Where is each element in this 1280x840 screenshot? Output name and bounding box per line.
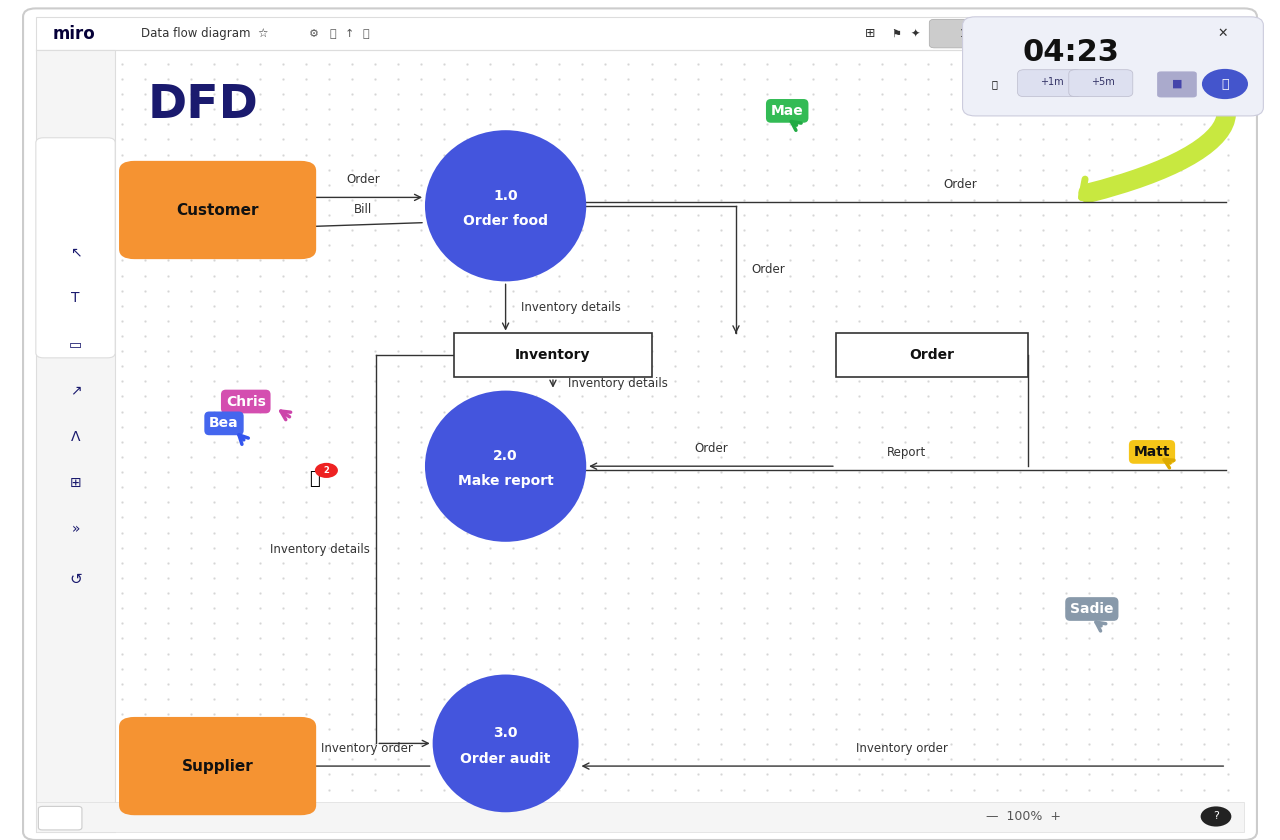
- Bar: [36, 50, 115, 832]
- Text: 💬: 💬: [310, 470, 320, 488]
- Text: Mae: Mae: [771, 104, 804, 118]
- Text: ⏸: ⏸: [1221, 77, 1229, 91]
- Text: ↗: ↗: [69, 384, 82, 397]
- Text: Customer: Customer: [177, 202, 259, 218]
- Text: Order: Order: [694, 443, 728, 455]
- Text: Sadie: Sadie: [1070, 602, 1114, 616]
- Text: Inventory: Inventory: [516, 349, 590, 362]
- FancyBboxPatch shape: [119, 161, 316, 260]
- Text: Supplier: Supplier: [182, 759, 253, 774]
- Text: 🔊: 🔊: [992, 79, 997, 89]
- FancyBboxPatch shape: [963, 17, 1263, 116]
- Text: ⚑: ⚑: [891, 29, 901, 39]
- FancyBboxPatch shape: [36, 138, 115, 358]
- Text: ↑: ↑: [344, 29, 355, 39]
- Text: 🔔: 🔔: [329, 29, 337, 39]
- FancyBboxPatch shape: [1157, 71, 1197, 97]
- Text: 🔍: 🔍: [362, 29, 370, 39]
- FancyBboxPatch shape: [929, 19, 1004, 48]
- Text: T: T: [72, 291, 79, 305]
- Text: Chris: Chris: [225, 395, 266, 408]
- Text: miro: miro: [52, 24, 96, 43]
- FancyBboxPatch shape: [119, 717, 316, 815]
- Text: Order: Order: [909, 349, 955, 362]
- Ellipse shape: [425, 391, 586, 542]
- Circle shape: [315, 463, 338, 478]
- Text: ⊞: ⊞: [69, 476, 82, 490]
- Bar: [36, 17, 1244, 50]
- Text: Order: Order: [346, 174, 380, 186]
- Text: ✕: ✕: [1217, 27, 1228, 40]
- Text: ?: ?: [1213, 811, 1219, 822]
- FancyBboxPatch shape: [1018, 70, 1082, 97]
- Text: Inventory details: Inventory details: [270, 543, 370, 556]
- Text: Λ: Λ: [70, 430, 81, 444]
- Text: ⚇ Share: ⚇ Share: [1028, 28, 1074, 38]
- Text: 2.0: 2.0: [493, 449, 518, 463]
- Bar: [454, 333, 652, 377]
- FancyBboxPatch shape: [38, 806, 82, 830]
- Text: —  100%  +: — 100% +: [987, 810, 1061, 823]
- Text: ↖: ↖: [69, 245, 82, 259]
- FancyBboxPatch shape: [1069, 70, 1133, 97]
- Text: Order: Order: [943, 178, 977, 191]
- Text: 12: 12: [960, 29, 973, 39]
- Text: Matt: Matt: [1134, 445, 1170, 459]
- Text: Order food: Order food: [463, 214, 548, 228]
- Text: Bea: Bea: [209, 417, 239, 430]
- Text: Order audit: Order audit: [461, 752, 550, 765]
- Text: Bill: Bill: [353, 203, 372, 217]
- Text: ⚙: ⚙: [308, 29, 319, 39]
- Text: DFD: DFD: [147, 82, 259, 128]
- Bar: [36, 802, 1244, 832]
- Circle shape: [1202, 69, 1248, 99]
- Bar: [836, 333, 1028, 377]
- FancyBboxPatch shape: [1014, 18, 1088, 48]
- Text: Order: Order: [751, 263, 785, 276]
- Text: »: »: [72, 522, 79, 536]
- Text: ⊞: ⊞: [865, 27, 876, 40]
- Text: ■: ■: [1172, 79, 1183, 89]
- Ellipse shape: [425, 130, 586, 281]
- Text: 3.0: 3.0: [493, 727, 518, 740]
- Text: ▭: ▭: [69, 338, 82, 351]
- Circle shape: [1201, 806, 1231, 827]
- Text: +5m: +5m: [1092, 77, 1115, 87]
- Text: 1.0: 1.0: [493, 189, 518, 202]
- Text: +1m: +1m: [1041, 77, 1064, 87]
- Text: Inventory details: Inventory details: [568, 377, 668, 391]
- Ellipse shape: [433, 675, 579, 812]
- Text: ↺: ↺: [69, 572, 82, 587]
- Text: 04:23: 04:23: [1023, 39, 1120, 67]
- FancyBboxPatch shape: [23, 8, 1257, 840]
- Text: Data flow diagram  ☆: Data flow diagram ☆: [141, 27, 269, 40]
- Text: Inventory details: Inventory details: [521, 301, 621, 314]
- Text: Make report: Make report: [458, 475, 553, 488]
- Text: 2: 2: [324, 466, 329, 475]
- Text: ✦: ✦: [910, 29, 920, 39]
- Text: Report: Report: [887, 447, 925, 459]
- Text: Inventory order: Inventory order: [856, 743, 948, 755]
- Text: Inventory order: Inventory order: [321, 743, 412, 755]
